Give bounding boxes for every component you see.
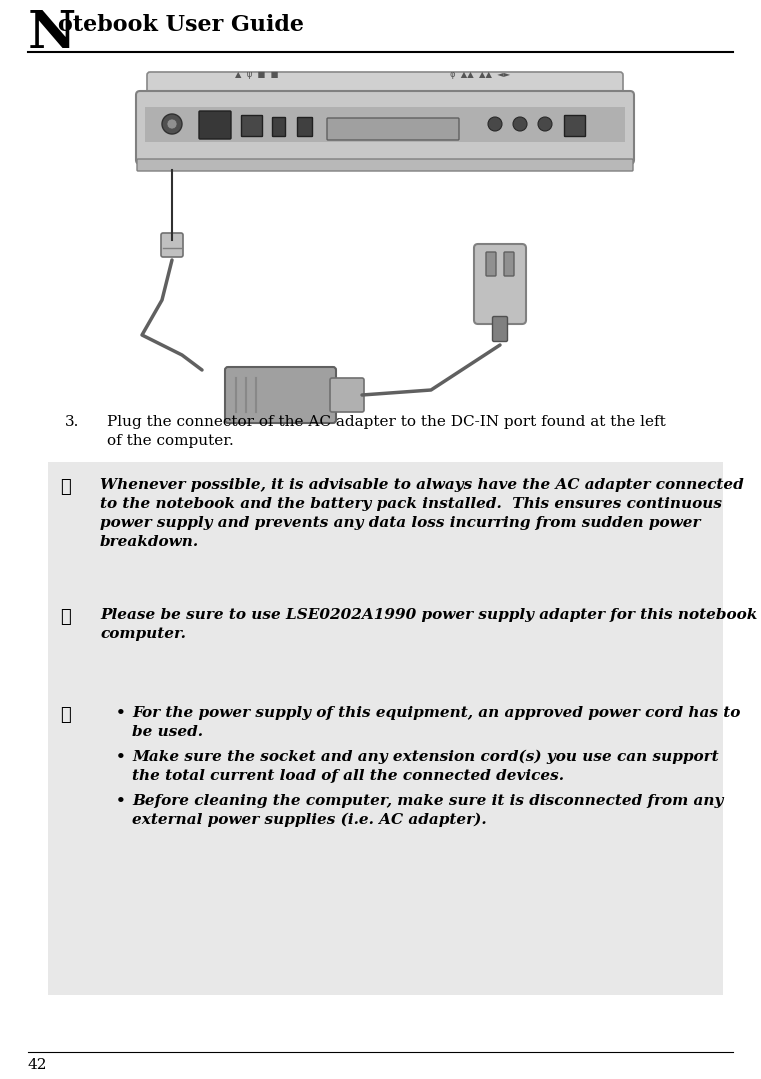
Text: be used.: be used. <box>132 725 203 739</box>
Text: ☞: ☞ <box>60 478 71 496</box>
FancyBboxPatch shape <box>272 118 285 137</box>
Text: 3.: 3. <box>65 415 79 429</box>
FancyBboxPatch shape <box>147 72 623 98</box>
Bar <box>48 462 723 995</box>
FancyBboxPatch shape <box>474 244 526 324</box>
FancyBboxPatch shape <box>298 118 313 137</box>
FancyBboxPatch shape <box>492 316 508 341</box>
Text: ☞: ☞ <box>60 706 71 724</box>
FancyBboxPatch shape <box>225 367 336 423</box>
Text: external power supplies (i.e. AC adapter).: external power supplies (i.e. AC adapter… <box>132 812 486 828</box>
FancyBboxPatch shape <box>241 115 263 137</box>
Text: power supply and prevents any data loss incurring from sudden power: power supply and prevents any data loss … <box>100 516 700 530</box>
Text: Before cleaning the computer, make sure it is disconnected from any: Before cleaning the computer, make sure … <box>132 794 724 808</box>
Circle shape <box>538 117 552 131</box>
Circle shape <box>167 119 177 129</box>
Text: •: • <box>116 750 126 764</box>
Circle shape <box>488 117 502 131</box>
FancyBboxPatch shape <box>199 111 231 139</box>
Text: Please be sure to use LSE0202A1990 power supply adapter for this notebook: Please be sure to use LSE0202A1990 power… <box>100 607 757 622</box>
Text: •: • <box>116 794 126 808</box>
Text: the total current load of all the connected devices.: the total current load of all the connec… <box>132 769 564 783</box>
Text: N: N <box>28 8 76 59</box>
Text: Whenever possible, it is advisable to always have the AC adapter connected: Whenever possible, it is advisable to al… <box>100 478 743 492</box>
FancyBboxPatch shape <box>327 118 459 140</box>
FancyBboxPatch shape <box>137 159 633 170</box>
Circle shape <box>162 114 182 134</box>
Text: breakdown.: breakdown. <box>100 535 199 549</box>
Text: ☞: ☞ <box>60 607 71 626</box>
Text: 42: 42 <box>28 1058 47 1073</box>
FancyBboxPatch shape <box>161 233 183 257</box>
Text: computer.: computer. <box>100 627 186 641</box>
FancyBboxPatch shape <box>136 91 634 164</box>
Text: otebook User Guide: otebook User Guide <box>58 14 304 36</box>
Text: to the notebook and the battery pack installed.  This ensures continuous: to the notebook and the battery pack ins… <box>100 497 722 511</box>
Text: For the power supply of this equipment, an approved power cord has to: For the power supply of this equipment, … <box>132 706 740 720</box>
Text: •: • <box>116 706 126 720</box>
FancyBboxPatch shape <box>504 252 514 276</box>
Circle shape <box>513 117 527 131</box>
Text: ▲  ψ  ■  ■: ▲ ψ ■ ■ <box>235 70 279 79</box>
Text: Make sure the socket and any extension cord(s) you use can support: Make sure the socket and any extension c… <box>132 750 718 764</box>
FancyBboxPatch shape <box>486 252 496 276</box>
Bar <box>145 107 625 142</box>
FancyBboxPatch shape <box>330 378 364 412</box>
Text: of the computer.: of the computer. <box>107 434 234 448</box>
Text: φ  ▲▲  ▲▲  ◄►: φ ▲▲ ▲▲ ◄► <box>450 70 510 79</box>
FancyBboxPatch shape <box>565 115 585 137</box>
Text: Plug the connector of the AC adapter to the DC-IN port found at the left: Plug the connector of the AC adapter to … <box>107 415 666 429</box>
